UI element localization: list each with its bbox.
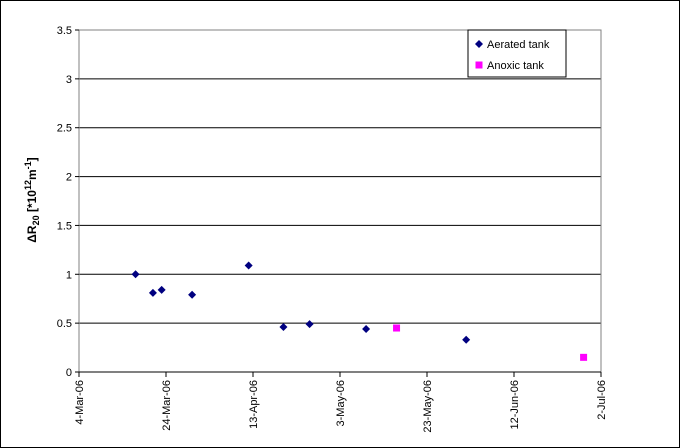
legend-marker xyxy=(475,40,483,48)
x-tick-label: 23-May-06 xyxy=(422,380,434,433)
plot-area xyxy=(78,29,602,373)
aerated-tank-point xyxy=(305,320,314,329)
y-tick-label: 1.5 xyxy=(57,220,72,232)
aerated-tank-point xyxy=(188,290,197,299)
y-axis-ticks: 0 0.5 1 1.5 2 2.5 3 3.5 xyxy=(57,25,79,379)
legend-box xyxy=(467,29,567,78)
anoxic-tank-point xyxy=(393,324,401,332)
y-tick-label: 0 xyxy=(66,367,72,379)
x-tick-label: 3-May-06 xyxy=(335,380,347,426)
x-tick-label: 13-Apr-06 xyxy=(248,380,260,429)
aerated-tank-point xyxy=(244,261,253,270)
aerated-tank-point xyxy=(131,270,140,279)
y-tick-label: 3 xyxy=(66,74,72,86)
aerated-tank-point xyxy=(148,288,157,297)
gridlines xyxy=(79,29,601,373)
legend: Aerated tank Anoxic tank xyxy=(467,29,567,78)
x-tick-label: 2-Jul-06 xyxy=(596,380,608,420)
y-tick-label: 2.5 xyxy=(57,123,72,135)
x-tick-label: 4-Mar-06 xyxy=(74,380,86,425)
x-tick-label: 24-Mar-06 xyxy=(161,380,173,431)
y-tick-label: 1 xyxy=(66,269,72,281)
legend-label: Anoxic tank xyxy=(487,60,544,72)
aerated-tank-point xyxy=(157,285,166,294)
y-axis-label: ΔR20 [*1012m-1] xyxy=(23,157,41,242)
x-tick-label: 12-Jun-06 xyxy=(509,380,521,430)
legend-marker xyxy=(475,61,483,69)
x-axis-ticks: 4-Mar-06 24-Mar-06 13-Apr-06 3-May-06 23-May… xyxy=(74,371,608,433)
aerated-tank-point xyxy=(362,325,371,334)
aerated-tank-point xyxy=(462,335,471,344)
y-tick-label: 0.5 xyxy=(57,318,72,330)
y-tick-label: 2 xyxy=(66,172,72,184)
y-tick-label: 3.5 xyxy=(57,25,72,37)
aerated-tank-point xyxy=(279,323,288,332)
legend-label: Aerated tank xyxy=(487,39,550,51)
data-points xyxy=(131,261,588,361)
anoxic-tank-point xyxy=(580,353,588,361)
